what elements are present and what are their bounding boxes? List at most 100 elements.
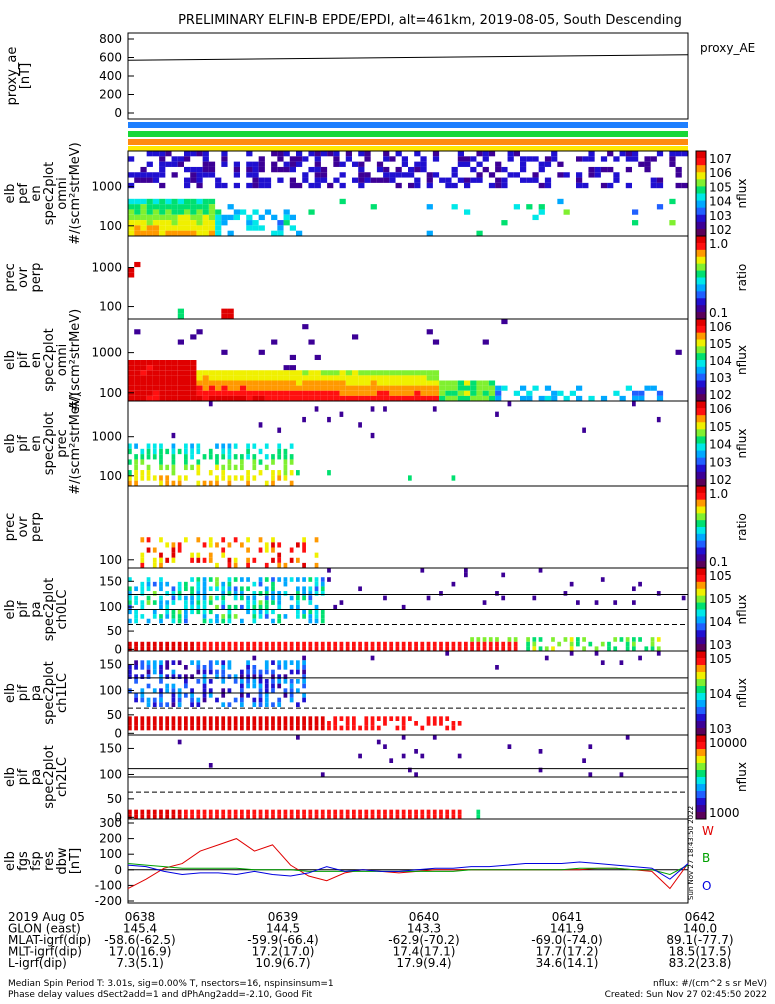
heat-cell <box>420 156 427 162</box>
heat-cell <box>252 721 257 726</box>
heat-cell <box>532 595 537 601</box>
heat-cell <box>619 637 624 642</box>
heat-cell <box>246 370 253 376</box>
heat-cell <box>457 380 464 386</box>
colorbar-cell <box>696 595 706 604</box>
heat-cell <box>240 679 244 684</box>
heat-cell <box>177 390 184 396</box>
heat-cell <box>227 443 232 449</box>
footer-cell: 143.3 <box>407 922 441 936</box>
heat-cell <box>215 614 219 619</box>
heat-cell <box>140 604 145 610</box>
heat-cell <box>196 665 201 670</box>
heat-cell <box>215 562 219 568</box>
heat-cell <box>364 646 369 651</box>
heat-cell <box>675 166 682 173</box>
heat-cell <box>240 542 244 548</box>
colorbar-cell <box>696 291 706 299</box>
heat-cell <box>246 557 250 563</box>
heat-cell <box>352 380 359 386</box>
heat-cell <box>383 166 390 173</box>
heat-cell <box>314 537 319 543</box>
heat-cell <box>271 547 275 553</box>
heat-cell <box>208 161 216 167</box>
heat-cell <box>140 230 147 236</box>
footer-cell: 10.9(6.7) <box>255 956 310 970</box>
heat-cell <box>171 614 176 619</box>
colorbar-tick: 103 <box>709 638 732 652</box>
heat-cell <box>482 600 487 605</box>
heat-cell <box>140 674 145 679</box>
heat-cell <box>414 370 421 376</box>
heat-cell <box>134 480 138 486</box>
heat-cell <box>196 198 203 205</box>
heat-cell <box>638 390 645 396</box>
heat-cell <box>159 395 166 401</box>
colorbar-label: nflux <box>735 595 749 625</box>
heat-cell <box>264 480 269 486</box>
heat-cell <box>613 172 620 178</box>
heat-cell <box>258 161 265 167</box>
heat-cell <box>171 688 176 693</box>
tick-label: 0 <box>114 863 122 877</box>
heat-cell <box>669 151 676 157</box>
heat-cell <box>582 156 589 162</box>
heat-cell <box>538 749 543 754</box>
heat-cell <box>190 809 194 815</box>
heat-cell <box>252 464 257 471</box>
heat-cell <box>277 370 284 376</box>
heat-cell <box>476 172 483 178</box>
heat-cell <box>538 767 543 773</box>
heat-cell <box>358 725 362 731</box>
heat-cell <box>289 161 296 167</box>
heat-cell <box>227 464 232 471</box>
heat-cell <box>258 370 265 376</box>
heat-cell <box>501 177 508 183</box>
heat-cell <box>152 665 157 670</box>
heat-cell <box>296 609 300 615</box>
heat-cell <box>283 679 288 684</box>
heat-cell <box>196 151 203 157</box>
heat-cell <box>576 172 583 178</box>
heat-cell <box>146 198 153 205</box>
heat-cell <box>339 646 344 651</box>
tick-label: 50 <box>107 792 122 806</box>
heat-cell <box>389 758 394 763</box>
heat-cell <box>246 604 250 610</box>
heat-cell <box>283 688 288 693</box>
heat-cell <box>302 646 306 651</box>
heat-cell <box>184 641 188 647</box>
colorbar-cell <box>696 236 706 244</box>
panels-group: 8006004002000proxy_ae[nT]1000100elbpefen… <box>3 32 749 908</box>
heat-cell <box>128 204 135 210</box>
heat-cell <box>221 182 228 189</box>
heat-cell <box>246 641 250 647</box>
heat-cell <box>208 725 213 731</box>
heat-cell <box>171 375 178 381</box>
heat-cell <box>240 702 244 707</box>
heat-cell <box>464 641 468 647</box>
heat-cell <box>208 646 213 651</box>
panel-ylabel: ovr <box>16 266 31 288</box>
heat-cell <box>190 604 194 610</box>
heat-cell <box>252 591 257 596</box>
heat-cell <box>426 177 433 183</box>
heat-cell <box>264 665 269 670</box>
heat-cell <box>196 470 201 476</box>
heat-cell <box>432 735 437 740</box>
heat-cell <box>638 655 642 661</box>
heat-cell <box>289 365 296 371</box>
heat-cell <box>364 156 371 162</box>
heat-cell <box>159 537 163 543</box>
heat-cell <box>582 182 589 189</box>
heat-cell <box>264 375 272 381</box>
heat-cell <box>165 395 172 401</box>
heat-cell <box>165 214 172 221</box>
colorbar-tick: 106 <box>709 402 732 416</box>
heat-cell <box>146 702 151 707</box>
heat-cell <box>314 406 319 412</box>
heat-cell <box>544 385 552 391</box>
heat-cell <box>420 390 427 396</box>
heat-cell <box>152 814 157 819</box>
heat-cell <box>208 390 216 396</box>
